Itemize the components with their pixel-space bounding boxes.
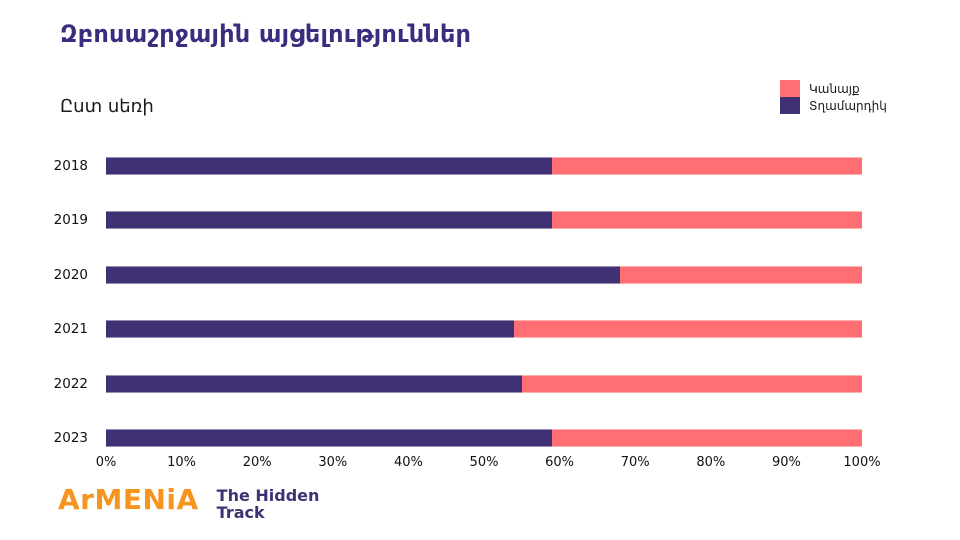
y-axis-label-2021: 2021 <box>53 321 88 338</box>
stacked-bar-2020 <box>106 265 862 284</box>
x-axis-tick-0: 0% <box>95 455 117 470</box>
stacked-bar-2021 <box>106 320 862 339</box>
y-axis-label-2019: 2019 <box>53 212 88 229</box>
x-axis-tick-100: 100% <box>843 455 881 470</box>
bar-segment-men-2020 <box>106 265 621 284</box>
y-axis-label-2020: 2020 <box>53 266 88 283</box>
y-axis-label-2018: 2018 <box>53 158 88 174</box>
x-axis-tick-20: 20% <box>242 455 272 470</box>
stacked-bar-2022 <box>106 374 862 393</box>
x-axis-tick-30: 30% <box>318 455 348 470</box>
brand-wordmark: ArMENiA <box>58 483 199 516</box>
legend: Կանայք Տղամարդիկ <box>780 80 887 114</box>
x-axis: 0% 10% 20% 30% 40% 50% 60% 70% 80% 90% 100% <box>96 455 881 473</box>
bar-segment-women-2020 <box>620 265 862 284</box>
chart-row-2021: 2021 <box>0 320 960 339</box>
x-axis-tick-10: 10% <box>167 455 197 470</box>
y-axis-label-2023: 2023 <box>53 430 88 446</box>
stacked-bar-2019 <box>106 211 862 230</box>
chart-row-2023: 2023 <box>0 429 960 447</box>
legend-label-women: Կանայք <box>809 81 860 96</box>
bar-segment-women-2019 <box>552 211 862 230</box>
bar-segment-men-2022 <box>106 374 522 393</box>
brand-tagline-line2: Track <box>216 502 265 522</box>
x-axis-tick-60: 60% <box>545 455 575 470</box>
chart-row-2022: 2022 <box>0 374 960 393</box>
legend-swatch-women <box>780 80 800 97</box>
chart-row-2018: 2018 <box>0 157 960 175</box>
legend-label-men: Տղամարդիկ <box>809 98 887 113</box>
stacked-bar-2023 <box>106 429 862 447</box>
brand-tagline-line1: The Hidden <box>216 486 320 505</box>
x-axis-tick-80: 80% <box>696 455 726 470</box>
stacked-bar-2018 <box>106 157 862 175</box>
x-axis-tick-40: 40% <box>393 455 423 470</box>
bar-segment-women-2022 <box>521 374 862 393</box>
bar-segment-women-2023 <box>552 429 862 447</box>
bar-segment-women-2018 <box>552 157 862 175</box>
legend-item-men: Տղամարդիկ <box>780 97 887 114</box>
x-axis-tick-70: 70% <box>620 455 650 470</box>
chart-title: Զբոսաշրջային այցելություններ <box>60 20 472 48</box>
chart-row-2019: 2019 <box>0 211 960 230</box>
bar-segment-women-2021 <box>514 320 862 339</box>
brand-tagline: The Hidden Track <box>217 486 320 522</box>
bar-segment-men-2021 <box>106 320 515 339</box>
bar-segment-men-2018 <box>106 157 553 175</box>
x-axis-tick-50: 50% <box>469 455 499 470</box>
chart-subtitle: Ըստ սեռի <box>60 96 154 117</box>
legend-item-women: Կանայք <box>780 80 887 97</box>
legend-swatch-men <box>780 97 800 114</box>
footer-logo: ArMENiA The Hidden Track <box>58 486 319 522</box>
x-axis-tick-90: 90% <box>771 455 801 470</box>
y-axis-label-2022: 2022 <box>53 375 88 392</box>
bar-segment-men-2019 <box>106 211 553 230</box>
bar-segment-men-2023 <box>106 429 553 447</box>
chart-row-2020: 2020 <box>0 265 960 284</box>
